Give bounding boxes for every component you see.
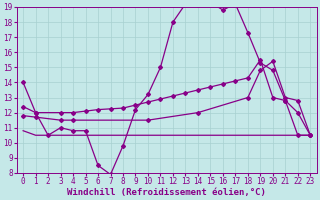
X-axis label: Windchill (Refroidissement éolien,°C): Windchill (Refroidissement éolien,°C)	[67, 188, 266, 197]
